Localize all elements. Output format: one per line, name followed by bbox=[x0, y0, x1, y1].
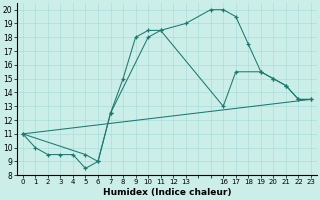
X-axis label: Humidex (Indice chaleur): Humidex (Indice chaleur) bbox=[103, 188, 231, 197]
